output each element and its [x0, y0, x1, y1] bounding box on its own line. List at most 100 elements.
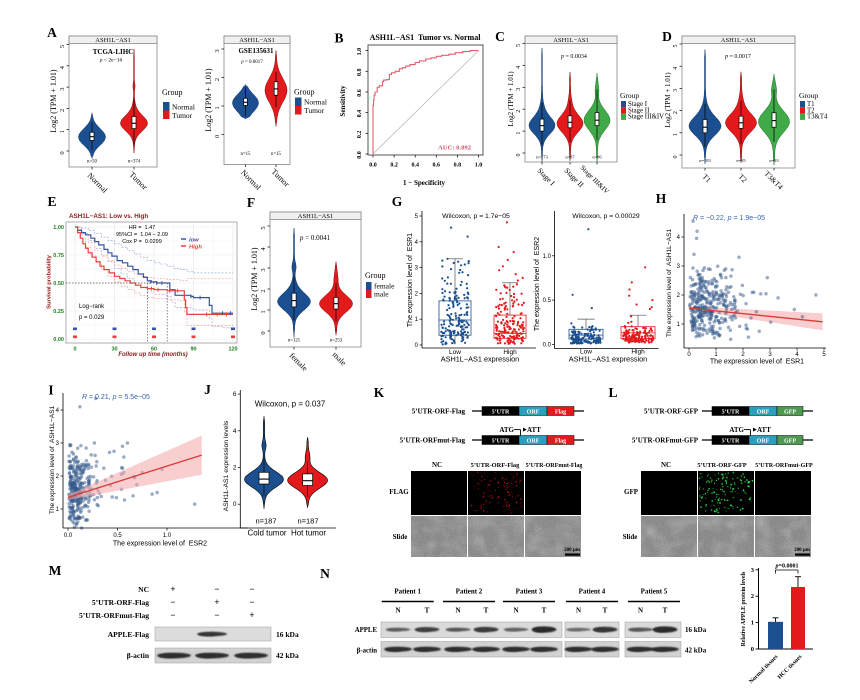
svg-text:+: + — [214, 597, 219, 607]
svg-text:90: 90 — [190, 347, 196, 353]
svg-text:p = 0.0017: p = 0.0017 — [240, 60, 263, 65]
svg-text:Low: Low — [580, 349, 592, 356]
svg-text:0.0: 0.0 — [357, 151, 363, 159]
svg-text:Tumor: Tumor — [172, 111, 193, 120]
svg-text:L: L — [608, 385, 617, 400]
svg-text:5’UTR-ORFmut-Flag: 5’UTR-ORFmut-Flag — [526, 463, 583, 469]
svg-text:FLAG: FLAG — [389, 488, 409, 496]
svg-text:p = 0.0034: p = 0.0034 — [560, 54, 587, 60]
svg-text:GSE135631: GSE135631 — [238, 47, 274, 55]
svg-text:2: 2 — [751, 593, 754, 600]
svg-text:0.25: 0.25 — [53, 309, 64, 315]
svg-text:Slide: Slide — [393, 533, 408, 541]
svg-text:APPLE: APPLE — [355, 627, 378, 634]
svg-text:0.0: 0.0 — [369, 163, 377, 169]
svg-text:0: 0 — [687, 352, 691, 358]
svg-text:3: 3 — [768, 352, 772, 358]
svg-text:0.4: 0.4 — [411, 163, 419, 169]
svg-text:16 kDa: 16 kDa — [685, 626, 707, 634]
svg-text:0.0: 0.0 — [543, 342, 552, 348]
svg-text:1.0: 1.0 — [163, 533, 172, 539]
svg-text:5: 5 — [673, 45, 679, 48]
svg-text:Wilcoxon, p = 1.7e−05: Wilcoxon, p = 1.7e−05 — [442, 213, 510, 220]
svg-text:16 kDa: 16 kDa — [276, 630, 299, 639]
svg-text:6: 6 — [233, 391, 237, 398]
svg-text:The expression level of ESR2: The expression level of ESR2 — [534, 237, 541, 331]
svg-text:1: 1 — [214, 106, 221, 109]
svg-text:ORF: ORF — [527, 409, 540, 415]
svg-text:Slide: Slide — [623, 533, 638, 541]
svg-text:0.00: 0.00 — [53, 337, 64, 343]
svg-text:Relative APPLE protein levels: Relative APPLE protein levels — [741, 571, 747, 647]
svg-text:3: 3 — [751, 567, 755, 574]
svg-text:2: 2 — [673, 111, 679, 114]
svg-text:Patient 3: Patient 3 — [516, 588, 543, 596]
svg-text:−: − — [249, 584, 254, 594]
svg-text:Survival probability: Survival probability — [47, 254, 53, 309]
svg-text:Patient 5: Patient 5 — [641, 588, 668, 596]
svg-text:5: 5 — [59, 45, 66, 48]
svg-text:−: − — [214, 584, 219, 594]
svg-text:Group: Group — [365, 271, 385, 280]
svg-text:0: 0 — [415, 343, 419, 349]
svg-text:p = 0.029: p = 0.029 — [79, 315, 105, 321]
svg-text:4: 4 — [233, 428, 237, 435]
svg-text:0.2: 0.2 — [357, 131, 363, 139]
svg-text:2: 2 — [516, 110, 522, 113]
svg-text:male: male — [374, 290, 389, 299]
svg-text:ASH1L−AS1 Tumor vs. Normal: ASH1L−AS1 Tumor vs. Normal — [370, 33, 482, 42]
svg-text:+: + — [170, 584, 175, 594]
svg-text:2: 2 — [260, 289, 267, 292]
svg-text:0.8: 0.8 — [357, 69, 363, 77]
svg-text:n=187: n=187 — [297, 517, 318, 526]
svg-text:2: 2 — [56, 474, 60, 480]
svg-text:Patient 1: Patient 1 — [394, 588, 421, 596]
svg-text:ASH1L-AS1 expression levels: ASH1L-AS1 expression levels — [223, 420, 230, 511]
svg-text:4: 4 — [415, 240, 419, 246]
svg-text:Log2 (TPM + 1.01): Log2 (TPM + 1.01) — [49, 69, 58, 133]
svg-text:N: N — [395, 607, 400, 615]
svg-text:The expression level of ESR1: The expression level of ESR1 — [407, 233, 414, 327]
svg-text:3: 3 — [59, 87, 66, 90]
svg-text:Log2 (TPM + 1.01): Log2 (TPM + 1.01) — [507, 71, 515, 127]
svg-text:5’UTR: 5’UTR — [722, 409, 740, 415]
svg-text:5’UTR-ORF-GFP: 5’UTR-ORF-GFP — [644, 408, 699, 416]
svg-text:−: − — [170, 597, 175, 607]
svg-text:1: 1 — [677, 322, 681, 328]
svg-text:3: 3 — [415, 266, 419, 272]
svg-text:1.0: 1.0 — [543, 254, 552, 260]
svg-text:Sensitivity: Sensitivity — [339, 85, 347, 117]
svg-text:Group: Group — [620, 91, 639, 100]
svg-text:n=173: n=173 — [536, 155, 548, 160]
svg-text:30: 30 — [111, 347, 117, 353]
svg-text:The expression level of ASH1L: The expression level of ASH1L−AS1 — [49, 406, 56, 515]
svg-text:T: T — [663, 607, 668, 615]
svg-text:3: 3 — [673, 89, 679, 92]
svg-text:200 μm: 200 μm — [794, 548, 811, 553]
svg-text:5: 5 — [415, 214, 419, 220]
svg-text:+: + — [249, 610, 254, 620]
svg-text:0: 0 — [73, 347, 76, 353]
svg-text:p = 0.0017: p = 0.0017 — [724, 54, 751, 60]
svg-text:N: N — [320, 566, 330, 581]
svg-text:2: 2 — [677, 293, 681, 299]
svg-text:TCGA-LIHC: TCGA-LIHC — [93, 48, 133, 56]
svg-text:2: 2 — [214, 78, 221, 81]
svg-text:n=93: n=93 — [769, 158, 779, 163]
svg-text:N: N — [455, 607, 460, 615]
svg-text:The expression level of ESR2: The expression level of ESR2 — [113, 541, 207, 548]
svg-text:ATT: ATT — [527, 426, 541, 434]
svg-text:60: 60 — [151, 347, 157, 353]
svg-text:ASH1L−AS1 expression: ASH1L−AS1 expression — [569, 355, 648, 364]
svg-text:120: 120 — [228, 347, 237, 353]
svg-text:Normal: Normal — [172, 102, 195, 111]
svg-text:1: 1 — [714, 352, 718, 358]
svg-text:ASH1L−AS1: ASH1L−AS1 — [553, 37, 588, 44]
svg-text:D: D — [662, 29, 672, 44]
svg-text:5’UTR-ORF-GFP: 5’UTR-ORF-GFP — [697, 462, 746, 469]
svg-text:5’UTR-ORFmut-GFP: 5’UTR-ORFmut-GFP — [632, 437, 699, 445]
svg-text:0.6: 0.6 — [357, 89, 363, 97]
svg-text:1: 1 — [673, 133, 679, 136]
svg-text:1: 1 — [59, 130, 66, 133]
svg-text:High: High — [189, 245, 202, 251]
